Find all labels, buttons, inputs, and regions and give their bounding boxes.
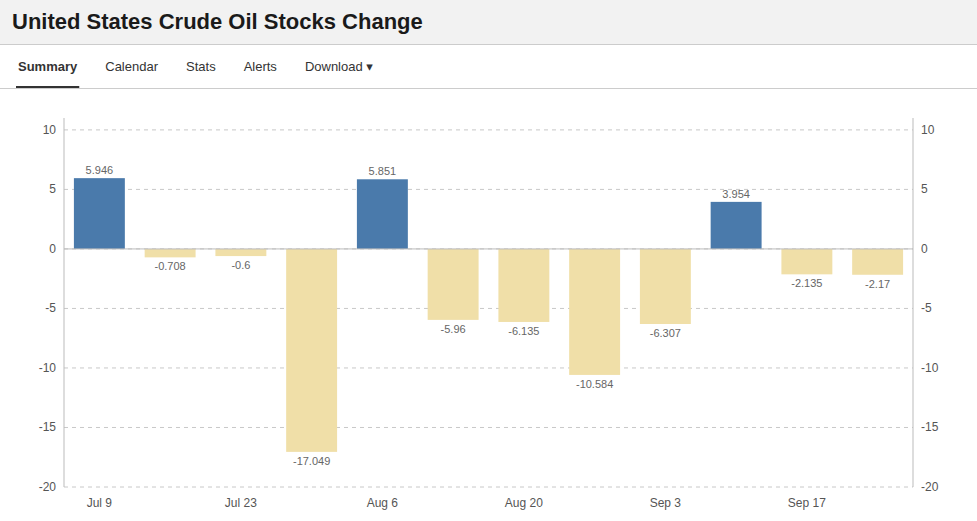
y-tick-label: -20 bbox=[39, 480, 57, 494]
x-tick-label: Aug 6 bbox=[367, 496, 399, 510]
bar bbox=[215, 249, 266, 256]
bar bbox=[498, 249, 549, 322]
title: United States Crude Oil Stocks Change bbox=[12, 9, 423, 34]
chart-canvas: United States Crude Oil Stocks Change Sum… bbox=[0, 0, 977, 521]
header-background bbox=[0, 0, 977, 44]
y-tick-label: 10 bbox=[43, 123, 57, 137]
data-label: -2.135 bbox=[791, 277, 822, 289]
grid-line bbox=[64, 248, 913, 249]
x-tick-label: Jul 9 bbox=[87, 496, 113, 510]
grid-line bbox=[64, 189, 913, 190]
y-tick-label: 0 bbox=[49, 242, 56, 256]
y2-tick-label: -20 bbox=[921, 480, 939, 494]
x-tick-label: Aug 20 bbox=[505, 496, 543, 510]
y-tick-label: -10 bbox=[39, 361, 57, 375]
nav-tab[interactable]: Summary bbox=[18, 59, 78, 74]
data-label: -6.135 bbox=[508, 325, 539, 337]
y2-tick-label: 10 bbox=[921, 123, 935, 137]
separator bbox=[0, 44, 977, 45]
grid-line bbox=[64, 427, 913, 428]
bar bbox=[569, 249, 620, 375]
x-tick-label: Jul 23 bbox=[225, 496, 257, 510]
separator bbox=[0, 88, 977, 89]
data-label: 3.954 bbox=[722, 188, 750, 200]
y-tick-label: -5 bbox=[45, 301, 56, 315]
y-tick-label: -15 bbox=[39, 420, 57, 434]
data-label: -6.307 bbox=[650, 327, 681, 339]
bar bbox=[357, 179, 408, 249]
bar bbox=[711, 202, 762, 249]
bar bbox=[428, 249, 479, 320]
x-tick-label: Sep 3 bbox=[650, 496, 682, 510]
data-label: 5.851 bbox=[369, 165, 397, 177]
data-label: -17.049 bbox=[293, 455, 330, 467]
data-label: -2.17 bbox=[865, 278, 890, 290]
y-tick-label: 5 bbox=[49, 182, 56, 196]
grid-line bbox=[64, 129, 913, 130]
data-label: -5.96 bbox=[441, 323, 466, 335]
y2-tick-label: 0 bbox=[921, 242, 928, 256]
y-axis-line bbox=[64, 118, 65, 487]
y2-axis-line bbox=[913, 118, 914, 487]
bars bbox=[74, 178, 903, 452]
active-tab-underline bbox=[16, 86, 79, 88]
data-label: -10.584 bbox=[576, 378, 613, 390]
y2-tick-label: 5 bbox=[921, 182, 928, 196]
nav-tab[interactable]: Stats bbox=[186, 59, 216, 74]
bar bbox=[852, 249, 903, 275]
bar bbox=[145, 249, 196, 257]
grid-line bbox=[64, 487, 913, 488]
bar bbox=[286, 249, 337, 452]
grid-line bbox=[64, 308, 913, 309]
data-label: -0.6 bbox=[231, 259, 250, 271]
y2-tick-label: -5 bbox=[921, 301, 932, 315]
nav-tab[interactable]: Alerts bbox=[244, 59, 278, 74]
grid-line bbox=[64, 367, 913, 368]
nav-tab[interactable]: Calendar bbox=[105, 59, 158, 74]
bar bbox=[74, 178, 125, 249]
nav-tab[interactable]: Download ▾ bbox=[305, 59, 373, 74]
data-label: 5.946 bbox=[86, 164, 114, 176]
y2-tick-label: -10 bbox=[921, 361, 939, 375]
bar bbox=[640, 249, 691, 324]
x-tick-label: Sep 17 bbox=[788, 496, 826, 510]
data-label: -0.708 bbox=[155, 260, 186, 272]
y2-tick-label: -15 bbox=[921, 420, 939, 434]
zero-line bbox=[64, 248, 913, 249]
bar bbox=[781, 249, 832, 274]
